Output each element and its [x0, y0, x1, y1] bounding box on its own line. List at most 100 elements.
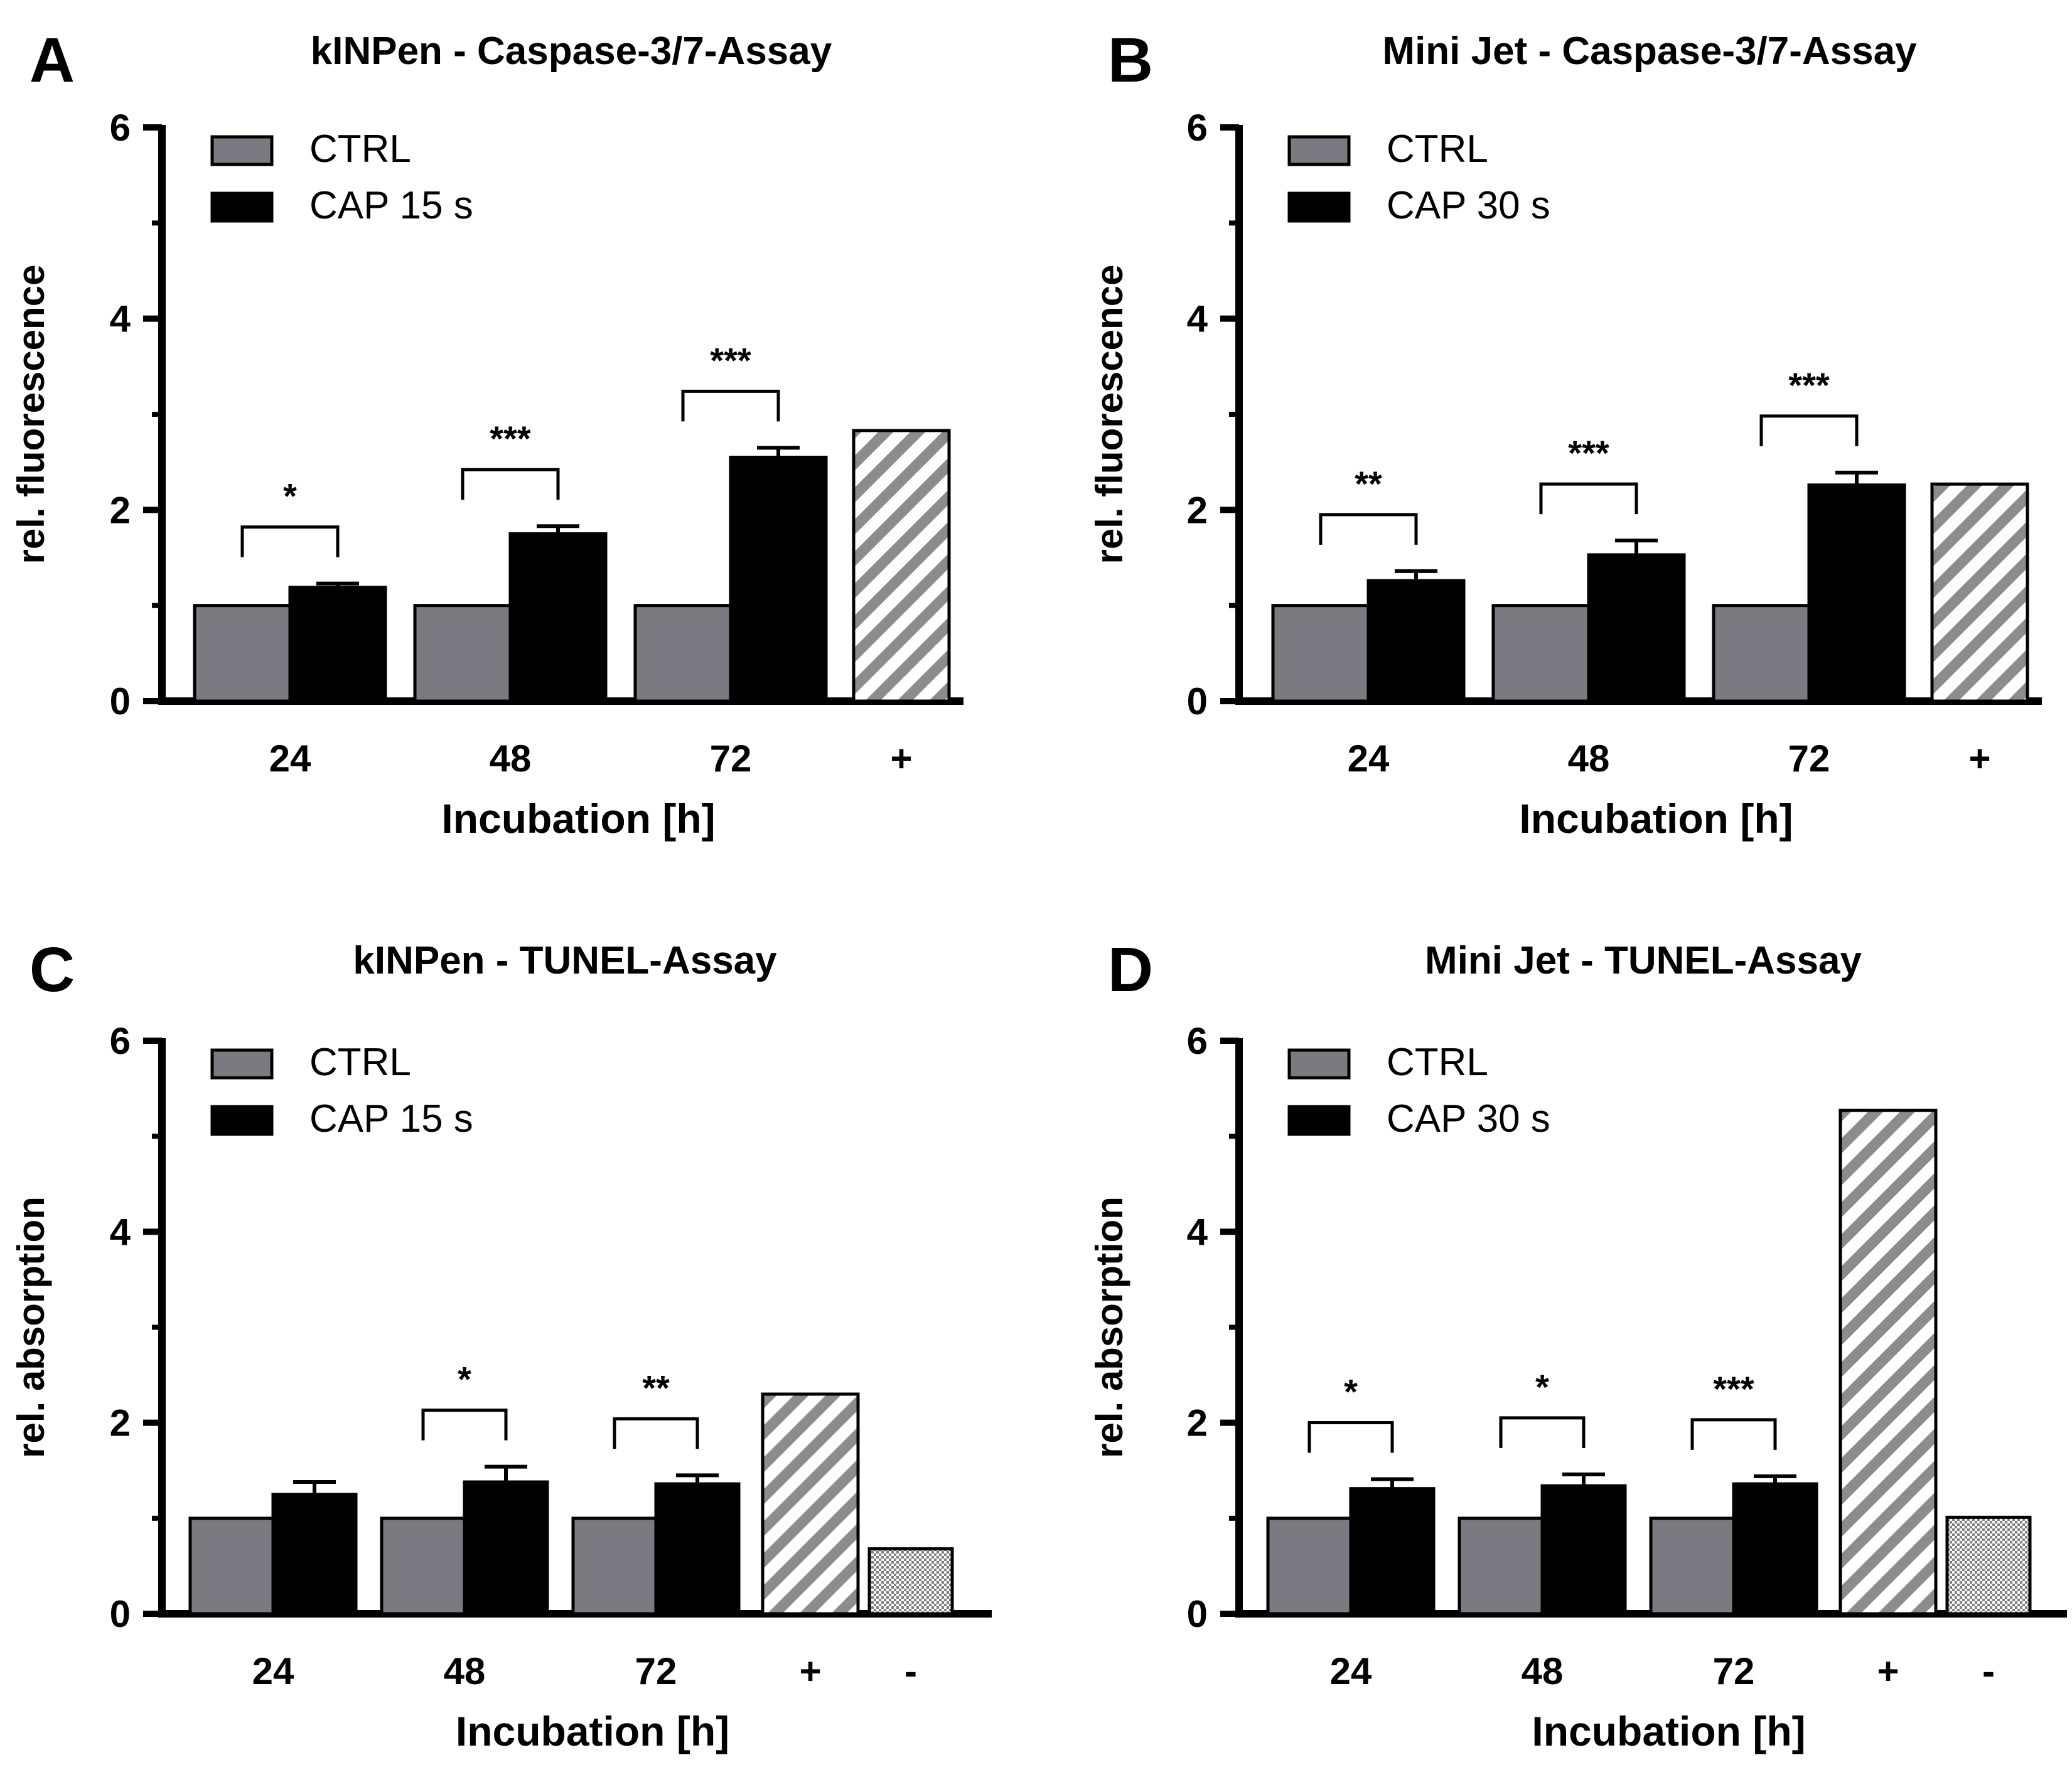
y-tick-label: 2	[110, 1402, 131, 1444]
bar-positive-control	[1838, 1109, 1938, 1616]
significance-marker: *	[1535, 1367, 1549, 1407]
x-tick-label: 72	[635, 1650, 677, 1692]
y-tick-label: 2	[110, 489, 131, 531]
legend-label-cap: CAP 15 s	[309, 184, 473, 227]
significance-bracket	[1690, 1418, 1777, 1450]
significance-marker: ***	[710, 340, 751, 380]
panel-letter: A	[30, 25, 75, 95]
x-axis-label: Incubation [h]	[1519, 795, 1793, 842]
chart-title: Mini Jet - Caspase-3/7-Assay	[1382, 30, 1917, 73]
bar-cap	[1732, 1482, 1818, 1616]
bar-cap	[729, 456, 828, 703]
y-tick-label: 6	[110, 1020, 131, 1062]
x-tick-label: -	[904, 1650, 917, 1692]
bar-ctrl	[1712, 604, 1811, 703]
significance-marker: *	[283, 476, 297, 516]
significance-bracket	[1759, 414, 1859, 446]
legend-label-ctrl: CTRL	[1387, 127, 1488, 171]
bar-positive-control	[761, 1392, 860, 1616]
y-tick-label: 6	[1187, 1020, 1208, 1062]
x-tick-label: 72	[1788, 738, 1830, 780]
bar-positive-control	[1930, 482, 2029, 703]
significance-marker: ***	[1713, 1369, 1754, 1409]
legend-label-cap: CAP 15 s	[309, 1097, 473, 1141]
chart-title: kINPen - Caspase-3/7-Assay	[311, 30, 832, 73]
y-tick-label: 6	[1187, 107, 1208, 149]
bar-positive-control	[852, 429, 951, 703]
significance-bracket	[421, 1409, 508, 1441]
panel-letter: D	[1108, 935, 1153, 1005]
bar-cap	[1349, 1487, 1436, 1616]
x-tick-label: 24	[252, 1650, 294, 1692]
significance-bracket	[613, 1417, 699, 1449]
y-tick-label: 2	[1187, 489, 1208, 531]
y-axis-label: rel. absorption	[1088, 1196, 1130, 1458]
significance-marker: *	[458, 1360, 471, 1399]
bar-cap	[1540, 1484, 1627, 1616]
chart-title: kINPen - TUNEL-Assay	[353, 939, 777, 982]
legend-swatch-ctrl	[1287, 135, 1351, 166]
bar-negative-control	[867, 1547, 954, 1616]
legend-label-ctrl: CTRL	[1387, 1041, 1488, 1084]
significance-marker: *	[1344, 1372, 1358, 1411]
x-tick-label: 24	[269, 738, 311, 780]
panel-letter: B	[1108, 25, 1153, 95]
legend-label-ctrl: CTRL	[309, 127, 411, 171]
bar-ctrl	[1649, 1517, 1736, 1616]
bar-ctrl	[1457, 1517, 1544, 1616]
significance-bracket	[1319, 513, 1418, 545]
legend-swatch-cap	[1287, 191, 1351, 223]
bar-cap	[654, 1482, 741, 1616]
x-tick-label: 24	[1330, 1650, 1372, 1692]
bar-cap	[508, 532, 608, 703]
bar-ctrl	[188, 1517, 275, 1616]
legend-swatch-cap	[210, 191, 274, 223]
legend-label-cap: CAP 30 s	[1387, 184, 1550, 227]
x-tick-label: 48	[444, 1650, 486, 1692]
x-tick-label: +	[890, 738, 912, 780]
bar-cap	[1807, 483, 1906, 703]
x-tick-label: 48	[1522, 1650, 1564, 1692]
x-tick-label: -	[1982, 1650, 1995, 1692]
significance-marker: **	[1355, 464, 1382, 503]
bar-ctrl	[633, 604, 733, 703]
x-tick-label: 24	[1348, 738, 1390, 780]
significance-bracket	[1499, 1416, 1586, 1448]
legend-swatch-cap	[1287, 1105, 1351, 1136]
legend-label-ctrl: CTRL	[309, 1041, 411, 1084]
y-axis-label: rel. fluorescence	[1088, 265, 1130, 564]
legend-swatch-ctrl	[1287, 1048, 1351, 1080]
x-tick-label: 48	[490, 738, 532, 780]
x-axis-label: Incubation [h]	[1532, 1708, 1805, 1754]
legend-swatch-ctrl	[210, 135, 274, 166]
bar-cap	[271, 1493, 358, 1616]
significance-marker: ***	[1568, 433, 1609, 473]
x-tick-label: 48	[1568, 738, 1610, 780]
chart-title: Mini Jet - TUNEL-Assay	[1425, 939, 1862, 982]
bar-ctrl	[380, 1517, 466, 1616]
x-tick-label: +	[1877, 1650, 1899, 1692]
y-tick-label: 4	[1187, 1211, 1208, 1253]
significance-bracket	[681, 389, 780, 422]
y-tick-label: 0	[1187, 680, 1208, 722]
y-tick-label: 0	[110, 1593, 131, 1635]
legend-swatch-cap	[210, 1105, 274, 1136]
x-axis-label: Incubation [h]	[441, 795, 715, 842]
y-tick-label: 4	[1187, 298, 1208, 340]
y-tick-label: 4	[110, 298, 131, 340]
x-tick-label: 72	[1713, 1650, 1755, 1692]
significance-bracket	[1539, 482, 1638, 515]
y-tick-label: 4	[110, 1211, 131, 1253]
significance-bracket	[1307, 1420, 1394, 1453]
y-axis-label: rel. fluorescence	[10, 265, 52, 564]
bar-cap	[463, 1480, 549, 1616]
significance-marker: **	[642, 1368, 670, 1407]
bar-cap	[1587, 553, 1686, 703]
significance-bracket	[240, 525, 340, 557]
x-tick-label: 72	[710, 738, 752, 780]
bar-ctrl	[193, 604, 292, 703]
significance-bracket	[461, 468, 560, 500]
